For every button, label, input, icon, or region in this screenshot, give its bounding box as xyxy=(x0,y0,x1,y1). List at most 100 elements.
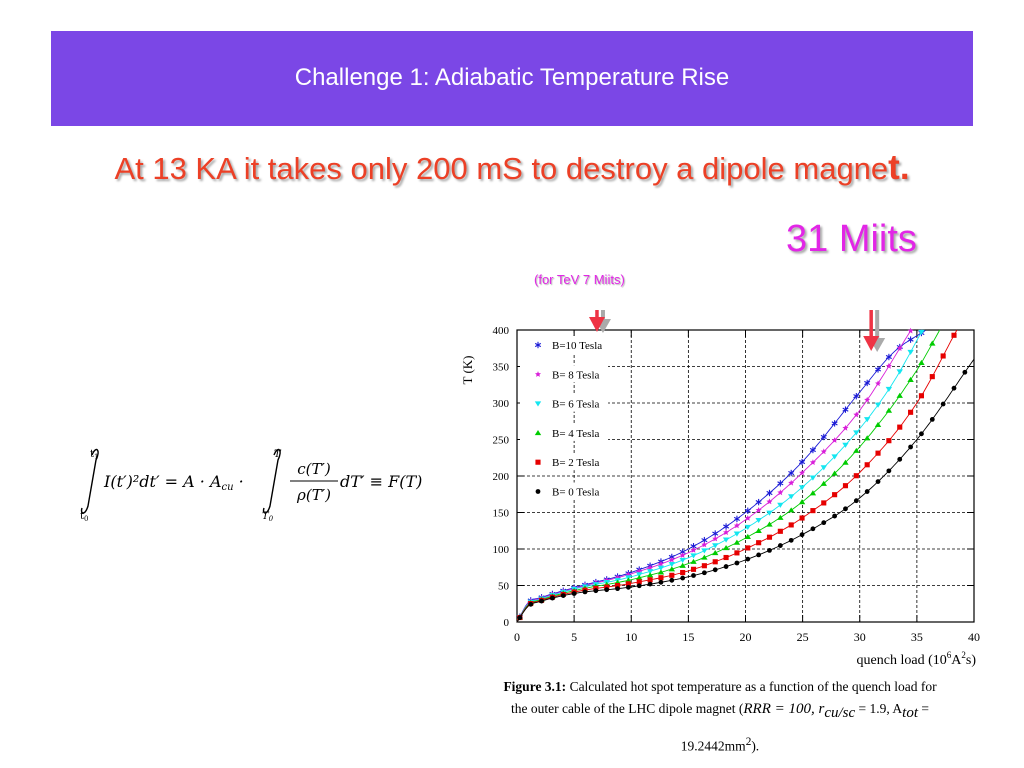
data-point xyxy=(668,566,676,572)
y-tick-label: 150 xyxy=(493,508,510,520)
upper-limit-2: T xyxy=(274,449,282,460)
data-point xyxy=(657,569,665,575)
data-point-stroke xyxy=(874,367,882,372)
data-point xyxy=(788,522,794,528)
data-point xyxy=(744,507,751,514)
legend-marker xyxy=(534,401,542,407)
data-point xyxy=(680,569,686,576)
data-point xyxy=(788,469,795,477)
data-point xyxy=(701,554,708,560)
data-point xyxy=(657,560,664,567)
data-point xyxy=(799,532,805,538)
data-point xyxy=(832,492,838,498)
data-point xyxy=(604,587,610,593)
x-tick-label: 20 xyxy=(740,630,752,644)
data-point xyxy=(842,424,849,431)
subtitle-main: At 13 KA it takes only 200 mS to destroy… xyxy=(114,151,889,186)
formula-lhs: I(t′)²dt′ = A · Acu · xyxy=(103,472,244,493)
upper-limit-1: t1 xyxy=(90,449,99,461)
data-point xyxy=(734,560,740,566)
x-tick-label: 25 xyxy=(797,630,809,644)
quench-load-chart: 0 5 10 15 20 25 30 35 40050100150200250300350400… xyxy=(460,310,980,668)
data-point xyxy=(766,534,773,540)
data-point xyxy=(885,407,893,413)
data-point-stroke xyxy=(798,459,806,465)
data-point xyxy=(918,359,925,365)
data-point xyxy=(853,498,859,504)
legend-bg xyxy=(520,453,608,471)
legend-label: B= 0 Tesla xyxy=(552,487,600,499)
figure-label: Figure 3.1: xyxy=(503,679,567,694)
data-point xyxy=(788,537,794,543)
annotation-31-miits: 31 Miits xyxy=(786,218,917,260)
data-point xyxy=(907,327,914,334)
data-point xyxy=(843,506,848,512)
data-point xyxy=(646,572,654,578)
data-point xyxy=(766,498,773,505)
data-point xyxy=(679,552,686,558)
title-bar: Challenge 1: Adiabatic Temperature Rise xyxy=(51,31,973,126)
data-point xyxy=(896,392,903,398)
data-point-stroke xyxy=(701,538,708,543)
data-point xyxy=(810,526,816,532)
data-point xyxy=(517,615,523,621)
data-point xyxy=(712,549,719,556)
data-point xyxy=(875,380,882,387)
data-point-stroke xyxy=(690,544,697,549)
data-point xyxy=(690,566,697,572)
data-point xyxy=(679,557,686,563)
data-point xyxy=(896,369,903,375)
data-point-stroke xyxy=(907,337,914,342)
data-point xyxy=(722,537,730,543)
data-point xyxy=(723,523,730,530)
data-point xyxy=(853,392,860,400)
data-point xyxy=(636,579,642,585)
series-line xyxy=(516,358,975,623)
data-point-stroke xyxy=(766,490,773,496)
x-tick-label: 15 xyxy=(682,630,694,644)
data-point xyxy=(896,345,903,351)
data-point xyxy=(831,470,838,476)
data-point xyxy=(722,545,730,551)
data-point xyxy=(809,490,817,496)
data-point xyxy=(712,543,719,549)
legend-marker xyxy=(535,371,541,377)
data-point xyxy=(962,369,968,375)
legend-marker xyxy=(535,459,541,465)
data-point xyxy=(625,581,631,587)
subtitle-tail: t. xyxy=(888,148,910,187)
data-point xyxy=(853,411,860,418)
data-point xyxy=(907,376,914,382)
data-point xyxy=(853,430,860,436)
data-point-stroke xyxy=(712,531,719,536)
caption-line-2: the outer cable of the LHC dipole magnet… xyxy=(510,701,930,721)
data-point xyxy=(733,539,741,545)
data-point xyxy=(691,573,696,578)
data-point xyxy=(668,556,675,563)
data-point-stroke xyxy=(744,508,751,513)
data-point xyxy=(821,520,827,526)
slide-subtitle: At 13 KA it takes only 200 mS to destroy… xyxy=(0,148,1024,188)
data-point xyxy=(669,577,675,583)
data-point xyxy=(712,559,718,565)
data-point-stroke xyxy=(723,524,730,529)
legend-marker xyxy=(535,489,541,494)
x-tick-label: 30 xyxy=(854,630,866,644)
data-point xyxy=(940,353,946,359)
data-point xyxy=(798,499,806,505)
x-tick-label: 10 xyxy=(625,630,637,644)
data-point-stroke xyxy=(885,354,892,360)
data-point xyxy=(886,468,892,474)
legend-label: B=10 Tesla xyxy=(552,340,602,352)
data-point xyxy=(864,489,870,494)
arrow-0 xyxy=(588,310,611,333)
data-point xyxy=(669,572,675,578)
data-point xyxy=(766,489,773,497)
data-point xyxy=(863,435,871,441)
data-point xyxy=(885,353,892,361)
data-point xyxy=(593,588,599,594)
data-point xyxy=(788,479,795,486)
data-point xyxy=(809,446,816,454)
data-point-stroke xyxy=(777,481,784,486)
y-tick-label: 50 xyxy=(498,581,510,593)
